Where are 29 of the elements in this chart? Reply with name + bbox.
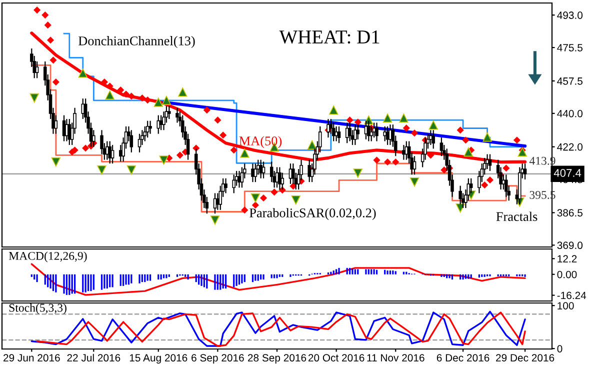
x-tick-label: 6 Sep 2016	[192, 354, 244, 364]
y-tick-label: -16.24	[557, 292, 586, 300]
y-tick-label: 457.5	[557, 78, 582, 85]
x-tick-label: 28 Sep 2016	[248, 354, 306, 364]
y-tick-label: 0.00	[557, 270, 577, 278]
y-tick-label: 369.0	[557, 242, 583, 250]
text: WHEAT: D1	[279, 30, 380, 44]
x-tick-label: 22 Jul 2016	[67, 354, 120, 362]
y-tick-label: 493.0	[557, 12, 583, 19]
x-tick-label: 29 Jun 2016	[4, 354, 60, 362]
x-tick-label: 11 Nov 2016	[367, 354, 424, 362]
x-tick-label: 20 Oct 2016	[308, 354, 364, 362]
y-tick-label: 386.5	[557, 209, 582, 217]
x-tick-label: 29 Dec 2016	[496, 354, 554, 362]
x-tick-label: 15 Aug 2016	[130, 354, 188, 364]
y-tick-label: 12.2	[558, 255, 577, 262]
ref-line-label: 407.4	[554, 169, 582, 177]
y-tick-label: 440.0	[557, 110, 583, 118]
chart-title: Stoch(5,3,3)	[9, 303, 66, 314]
chart-title: MACD(12,26,9)	[8, 252, 87, 262]
series-label: Fractals	[496, 212, 538, 222]
y-tick-label: 0	[557, 345, 562, 352]
x-tick-label: 6 Dec 2016	[436, 354, 490, 362]
series-label: MA(50)	[239, 136, 282, 148]
y-tick-label: 475.5	[557, 44, 582, 52]
y-tick-label: 422.0	[557, 143, 583, 151]
series-label: DonchianChannel(13)	[78, 36, 195, 48]
series-label: ParabolicSAR(0.02,0.2)	[250, 208, 376, 220]
y-tick-label: 100	[558, 302, 574, 310]
